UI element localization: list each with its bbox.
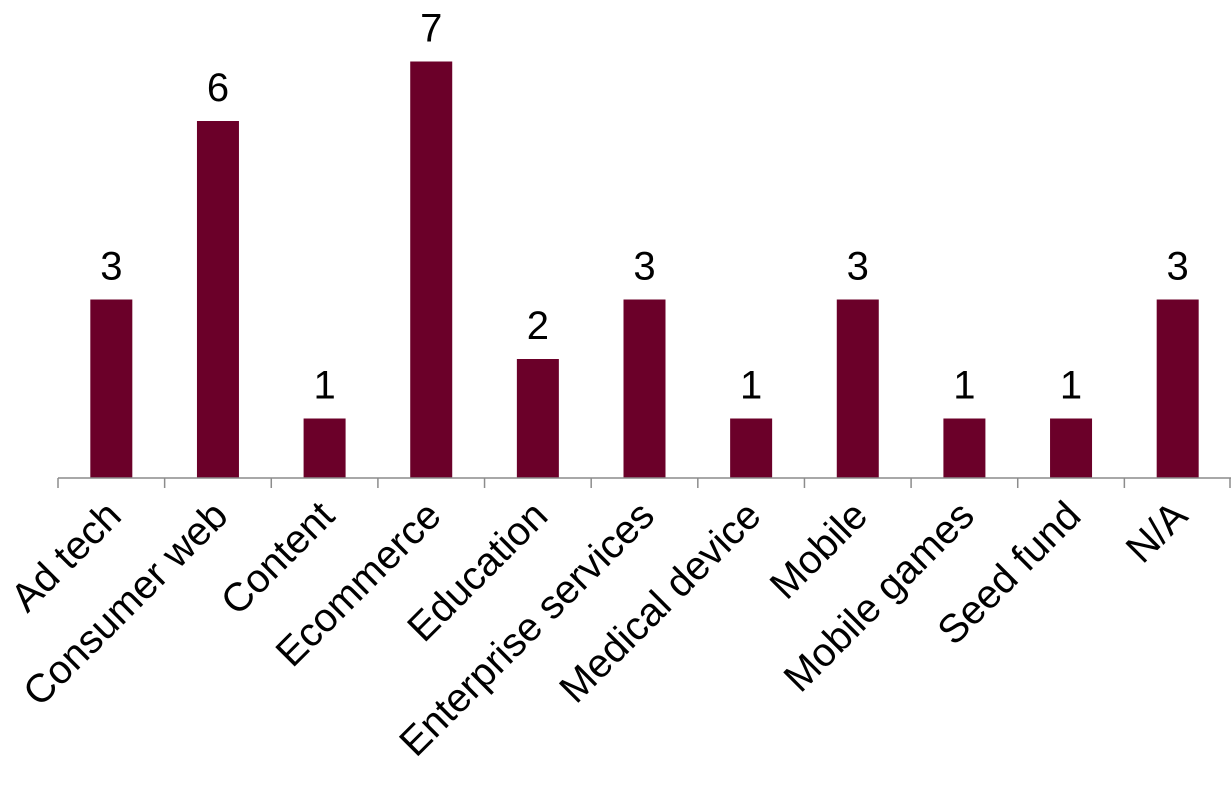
bar [836,299,879,478]
data-label: 1 [953,364,975,408]
x-tick-label: N/A [1118,493,1196,571]
bar [516,359,559,478]
data-label: 3 [100,245,122,289]
bars-layer [90,61,1199,478]
bar [730,418,773,478]
bar [1050,418,1093,478]
data-label: 6 [207,66,229,110]
data-label: 1 [313,364,335,408]
data-label: 1 [1060,364,1082,408]
bar [410,61,453,478]
data-label: 7 [420,7,442,51]
data-label: 2 [527,304,549,348]
bar [196,121,239,478]
data-labels-layer: 3 6 1 7 2 3 1 3 1 1 3 [100,7,1189,408]
bar [1156,299,1199,478]
bar [943,418,986,478]
x-tick-label: Mobile games [776,493,983,700]
x-axis [57,477,1231,488]
data-label: 3 [1167,245,1189,289]
bar [303,418,346,478]
data-label: 1 [740,364,762,408]
bar [90,299,133,478]
data-label: 3 [633,245,655,289]
bar [623,299,666,478]
data-label: 3 [847,245,869,289]
